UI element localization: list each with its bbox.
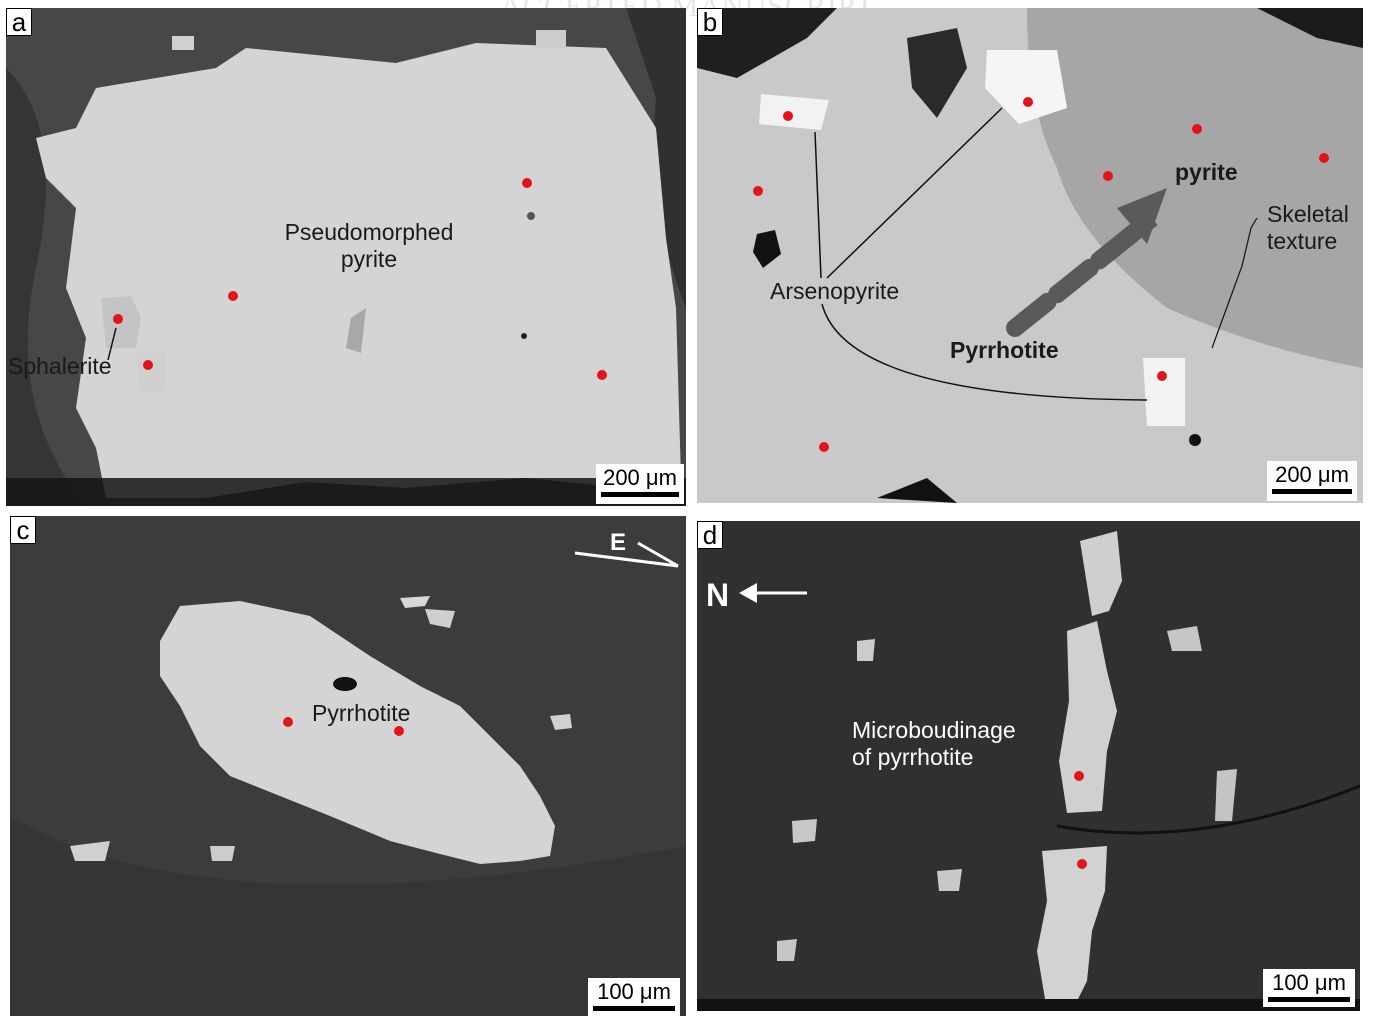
panel-label: a (6, 8, 32, 36)
scale-bar: 100 μm (1263, 969, 1355, 1007)
leader-line (821, 303, 1148, 401)
pyrrhotite-label: Pyrrhotite (950, 337, 1059, 363)
leader-line (814, 131, 822, 279)
analysis-spot (753, 186, 763, 196)
panel-label: c (10, 516, 36, 544)
analysis-spot (522, 178, 532, 188)
panel-b: b pyrite Skeletal texture Arsenopyrite P… (697, 8, 1363, 503)
pyrite-label: pyrite (1175, 159, 1238, 185)
panel-d-micrograph (697, 521, 1360, 1011)
scale-bar: 100 μm (588, 978, 680, 1016)
analysis-spot (1192, 124, 1202, 134)
arsenopyrite-label: Arsenopyrite (770, 278, 900, 304)
scale-bar-label: 100 μm (597, 979, 671, 1004)
analysis-spot (394, 726, 404, 736)
panel-b-micrograph (697, 8, 1363, 503)
analysis-spot (113, 314, 123, 324)
panel-c: c E Pyrrhotite 100 μm (10, 516, 686, 1016)
transformation-arrow (1006, 221, 1146, 337)
transformation-arrow-head (1117, 188, 1167, 244)
skeletal-texture-label: Skeletal texture (1267, 201, 1349, 254)
direction-arrow-head (739, 583, 757, 603)
panel-d: d N Microboudinage of pyrrhotite 100 μm (697, 521, 1360, 1011)
analysis-spot (283, 717, 293, 727)
analysis-spot (143, 360, 153, 370)
analysis-spot (1023, 97, 1033, 107)
analysis-spot (228, 291, 238, 301)
analysis-spot (1077, 859, 1087, 869)
leader-line (826, 107, 1003, 279)
microboudinage-label: Microboudinage of pyrrhotite (852, 717, 1016, 770)
direction-arrow-head (637, 541, 679, 568)
scale-bar-label: 100 μm (1272, 970, 1346, 995)
analysis-spot (1157, 371, 1167, 381)
pyrrhotite-label: Pyrrhotite (312, 700, 411, 726)
scale-bar-label: 200 μm (1275, 462, 1349, 487)
analysis-spot (819, 442, 829, 452)
panel-c-micrograph (10, 516, 686, 1016)
pseudomorphed-pyrite-label: Pseudomorphed pyrite (284, 219, 454, 272)
analysis-spot (1319, 153, 1329, 163)
leader-line (107, 327, 117, 361)
direction-label-north: N (706, 577, 730, 613)
panel-a: a Pseudomorphed pyrite Sphalerite 200 μm (6, 8, 686, 506)
scale-bar: 200 μm (596, 464, 684, 504)
sphalerite-label: Sphalerite (8, 353, 112, 379)
analysis-spot (1074, 771, 1084, 781)
panel-a-micrograph (6, 8, 686, 506)
panel-label: b (697, 8, 723, 36)
analysis-spot (783, 111, 793, 121)
direction-arrow (574, 551, 679, 568)
analysis-spot (1103, 171, 1113, 181)
analysis-spot (597, 370, 607, 380)
scale-bar-label: 200 μm (603, 465, 677, 490)
scale-bar: 200 μm (1267, 461, 1357, 501)
bracket (1211, 217, 1258, 349)
direction-label-east: E (610, 529, 627, 556)
panel-label: d (697, 521, 723, 549)
